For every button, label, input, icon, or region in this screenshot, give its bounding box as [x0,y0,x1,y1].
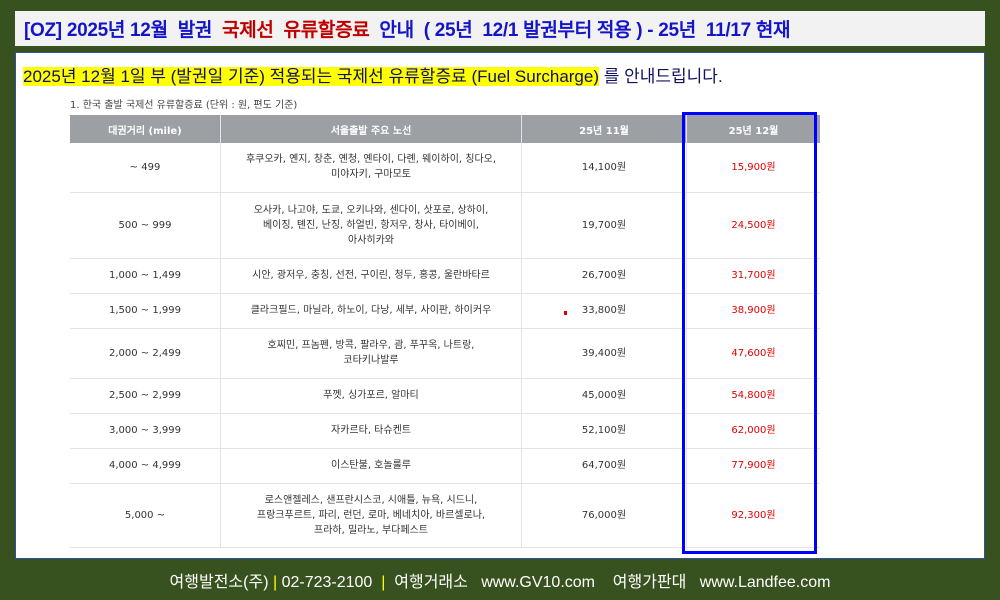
footer-phone: 02-723-2100 [277,574,382,591]
cell-routes: 후쿠오카, 옌지, 창춘, 옌청, 옌타이, 다롄, 웨이하이, 칭다오, 미야자… [220,143,522,193]
cell-dec: 15,900원 [686,143,820,193]
route-line: 클라크필드, 마닐라, 하노이, 다낭, 세부, 사이판, 하이커우 [250,305,492,316]
cell-distance: 1,500 ~ 1,999 [70,293,221,329]
separator: | [272,574,278,591]
table-row: 1,000 ~ 1,499 시안, 광저우, 충칭, 선전, 구이린, 청두, 홍… [70,258,820,294]
cell-dec: 24,500원 [686,192,820,259]
footer-site2-link[interactable]: www.Landfee.com [699,574,831,591]
cell-nov: 52,100원 [521,413,687,449]
route-line: 자카르타, 타슈켄트 [331,425,411,436]
red-dot-mark [564,311,567,315]
cell-routes: 시안, 광저우, 충칭, 선전, 구이린, 청두, 홍콩, 울란바타르 [220,258,522,294]
route-line: 베이징, 톈진, 난징, 하얼빈, 항저우, 창사, 타이베이, [262,219,480,231]
headline-rest: 를 안내드립니다. [599,67,723,86]
content-panel: 2025년 12월 1일 부 (발권일 기준) 적용되는 국제선 유류할증료 (… [15,52,985,559]
column-header: 25년 11월 [521,115,687,143]
cell-routes: 오사카, 나고야, 도쿄, 오키나와, 센다이, 삿포로, 상하이, 베이징, 톈… [220,192,522,259]
cell-routes: 로스앤젤레스, 샌프란시스코, 시애틀, 뉴욕, 시드니, 프랑크푸르트, 파리,… [220,483,522,548]
cell-distance: 3,000 ~ 3,999 [70,413,221,449]
footer: 여행발전소(주) | 02-723-2100 | 여행거래소 www.GV10.… [0,568,1000,592]
cell-routes: 자카르타, 타슈켄트 [220,413,522,449]
table-row: 500 ~ 999 오사카, 나고야, 도쿄, 오키나와, 센다이, 삿포로, 상… [70,192,820,259]
cell-distance: 4,000 ~ 4,999 [70,448,221,484]
route-line: 프라하, 밀라노, 부다페스트 [314,524,428,536]
cell-nov: 14,100원 [521,143,687,193]
table-row: 2,500 ~ 2,999 푸껫, 싱가포르, 알마티 45,000원 54,800원 [70,378,820,414]
footer-site1-link[interactable]: www.GV10.com [481,574,595,591]
table-row: 1,500 ~ 1,999 클라크필드, 마닐라, 하노이, 다낭, 세부, 사이… [70,293,820,329]
cell-dec: 38,900원 [686,293,820,329]
cell-nov: 45,000원 [521,378,687,414]
cell-distance: 2,500 ~ 2,999 [70,378,221,414]
route-line: 후쿠오카, 옌지, 창춘, 옌청, 옌타이, 다롄, 웨이하이, 칭다오, [245,154,497,166]
cell-distance: 500 ~ 999 [70,192,221,259]
cell-nov: 33,800원 [521,293,687,329]
cell-dec: 77,900원 [686,448,820,484]
cell-routes: 호찌민, 프놈펜, 방콕, 팔라우, 괌, 푸꾸옥, 나트랑, 코타키나발루 [220,328,522,379]
route-line: 아사히카와 [348,234,394,246]
column-header: 서울출발 주요 노선 [220,115,522,143]
route-line: 이스탄불, 호놀룰루 [331,460,411,471]
table-row: 4,000 ~ 4,999 이스탄불, 호놀룰루 64,700원 77,900원 [70,448,820,484]
route-line: 오사카, 나고야, 도쿄, 오키나와, 센다이, 삿포로, 상하이, [253,204,489,216]
route-line: 코타키나발루 [343,355,399,366]
table-row: 2,000 ~ 2,499 호찌민, 프놈펜, 방콕, 팔라우, 괌, 푸꾸옥, … [70,328,820,379]
cell-nov: 76,000원 [521,483,687,548]
cell-routes: 이스탄불, 호놀룰루 [220,448,522,484]
cell-dec: 47,600원 [686,328,820,379]
table-caption: 1. 한국 출발 국제선 유류할증료 (단위 : 원, 편도 기준) [70,100,298,111]
highlight-box [682,112,817,554]
table-row: ~ 499 후쿠오카, 옌지, 창춘, 옌청, 옌타이, 다롄, 웨이하이, 칭다… [70,143,820,193]
column-header: 25년 12월 [686,115,820,143]
surcharge-table: 대권거리 (mile) 서울출발 주요 노선 25년 11월 25년 12월 ~ 49… [70,115,820,548]
route-line: 로스앤젤레스, 샌프란시스코, 시애틀, 뉴욕, 시드니, [264,494,478,506]
headline-highlight: 2025년 12월 1일 부 (발권일 기준) 적용되는 국제선 유류할증료 (… [23,67,600,86]
headline: 2025년 12월 1일 부 (발권일 기준) 적용되는 국제선 유류할증료 (… [23,62,723,87]
column-header: 대권거리 (mile) [70,115,221,143]
cell-distance: 5,000 ~ [70,483,221,548]
route-line: 미야자키, 구마모토 [331,169,411,181]
cell-dec: 92,300원 [686,483,820,548]
title-part: [OZ] 2025년 12월 발권 [24,20,218,41]
route-line: 호찌민, 프놈펜, 방콕, 팔라우, 괌, 푸꾸옥, 나트랑, [267,340,475,351]
route-line: 프랑크푸르트, 파리, 런던, 로마, 베네치아, 바르셀로나, [256,509,486,521]
table-row: 5,000 ~ 로스앤젤레스, 샌프란시스코, 시애틀, 뉴욕, 시드니, 프랑크푸… [70,483,820,548]
cell-nov: 26,700원 [521,258,687,294]
footer-company: 여행발전소(주) [169,574,273,591]
cell-dec: 62,000원 [686,413,820,449]
page-title: [OZ] 2025년 12월 발권 국제선 유류할증료 안내 ( 25년 12/… [24,15,791,42]
cell-routes: 클라크필드, 마닐라, 하노이, 다낭, 세부, 사이판, 하이커우 [220,293,522,329]
footer-site2-name: 여행가판대 [595,574,700,591]
table-row: 3,000 ~ 3,999 자카르타, 타슈켄트 52,100원 62,000원 [70,413,820,449]
cell-distance: 2,000 ~ 2,499 [70,328,221,379]
cell-nov: 39,400원 [521,328,687,379]
footer-site1-name: 여행거래소 [385,574,482,591]
route-line: 푸껫, 싱가포르, 알마티 [323,390,419,401]
separator: | [381,574,386,591]
cell-dec: 31,700원 [686,258,820,294]
title-bar: [OZ] 2025년 12월 발권 국제선 유류할증료 안내 ( 25년 12/… [15,11,985,46]
cell-dec: 54,800원 [686,378,820,414]
cell-nov: 19,700원 [521,192,687,259]
route-line: 시안, 광저우, 충칭, 선전, 구이린, 청두, 홍콩, 울란바타르 [252,270,490,281]
cell-nov: 64,700원 [521,448,687,484]
cell-routes: 푸껫, 싱가포르, 알마티 [220,378,522,414]
title-part: 안내 ( 25년 12/1 발권부터 적용 ) - 25년 11/17 현재 [374,20,791,41]
cell-distance: ~ 499 [70,143,221,193]
title-highlight: 국제선 유류할증료 [217,20,375,41]
cell-distance: 1,000 ~ 1,499 [70,258,221,294]
